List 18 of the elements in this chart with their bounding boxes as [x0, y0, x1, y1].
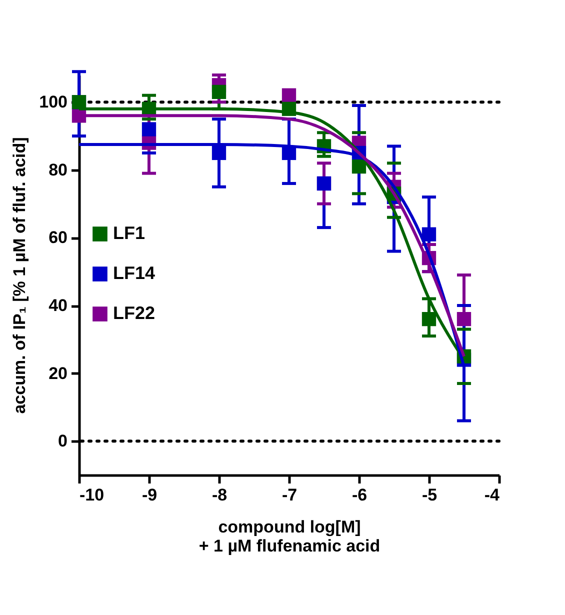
- x-tick-label: -5: [422, 486, 438, 504]
- y-tick-label: 20: [48, 364, 68, 383]
- y-tick-label: 0: [58, 432, 68, 451]
- legend-label: LF22: [113, 303, 156, 323]
- x-tick-label: -8: [212, 486, 228, 504]
- y-tick-label: 80: [48, 160, 68, 180]
- y-tick-label: 60: [48, 228, 68, 248]
- x-tick-label: -4: [484, 486, 500, 504]
- y-tick-label: 100: [39, 92, 68, 112]
- x-tick-label: -7: [282, 486, 298, 504]
- x-tick-label: -6: [352, 486, 368, 504]
- x-tick-label: -10: [80, 486, 104, 504]
- y-axis-title: accum. of IP₁ [% 1 µM of fluf. acid]: [10, 137, 30, 414]
- legend-label: LF1: [113, 223, 146, 243]
- legend-label: LF14: [113, 263, 156, 283]
- x-tick-label: -9: [142, 486, 158, 504]
- y-tick-label: 40: [48, 296, 68, 316]
- x-axis-title: compound log[M] + 1 µM flufenamic acid: [198, 518, 380, 556]
